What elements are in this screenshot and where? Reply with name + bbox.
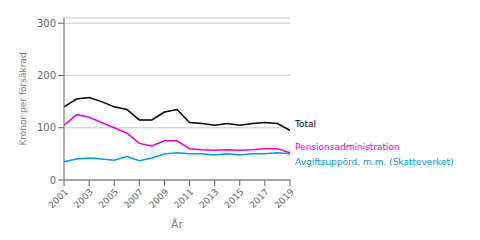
svg-text:Kronor per försäkrad: Kronor per försäkrad (18, 52, 28, 145)
svg-text:Avgiftsuppörd, m.m. (Skattever: Avgiftsuppörd, m.m. (Skatteverket) (295, 157, 454, 167)
svg-text:200: 200 (37, 70, 56, 81)
svg-text:Pensionsadministration: Pensionsadministration (295, 142, 400, 152)
svg-text:300: 300 (37, 18, 56, 29)
svg-text:2019: 2019 (273, 187, 296, 210)
svg-text:2009: 2009 (147, 187, 170, 210)
svg-text:2013: 2013 (197, 187, 220, 210)
svg-text:2011: 2011 (172, 187, 195, 210)
svg-text:0: 0 (50, 175, 56, 186)
svg-text:2007: 2007 (122, 187, 145, 210)
svg-text:2003: 2003 (72, 187, 95, 210)
svg-text:2015: 2015 (222, 187, 245, 210)
svg-text:Total: Total (294, 119, 316, 129)
svg-text:2001: 2001 (47, 187, 70, 210)
svg-text:2017: 2017 (248, 187, 271, 210)
svg-text:100: 100 (37, 122, 56, 133)
svg-text:År: År (171, 218, 184, 231)
svg-text:2005: 2005 (97, 187, 120, 210)
